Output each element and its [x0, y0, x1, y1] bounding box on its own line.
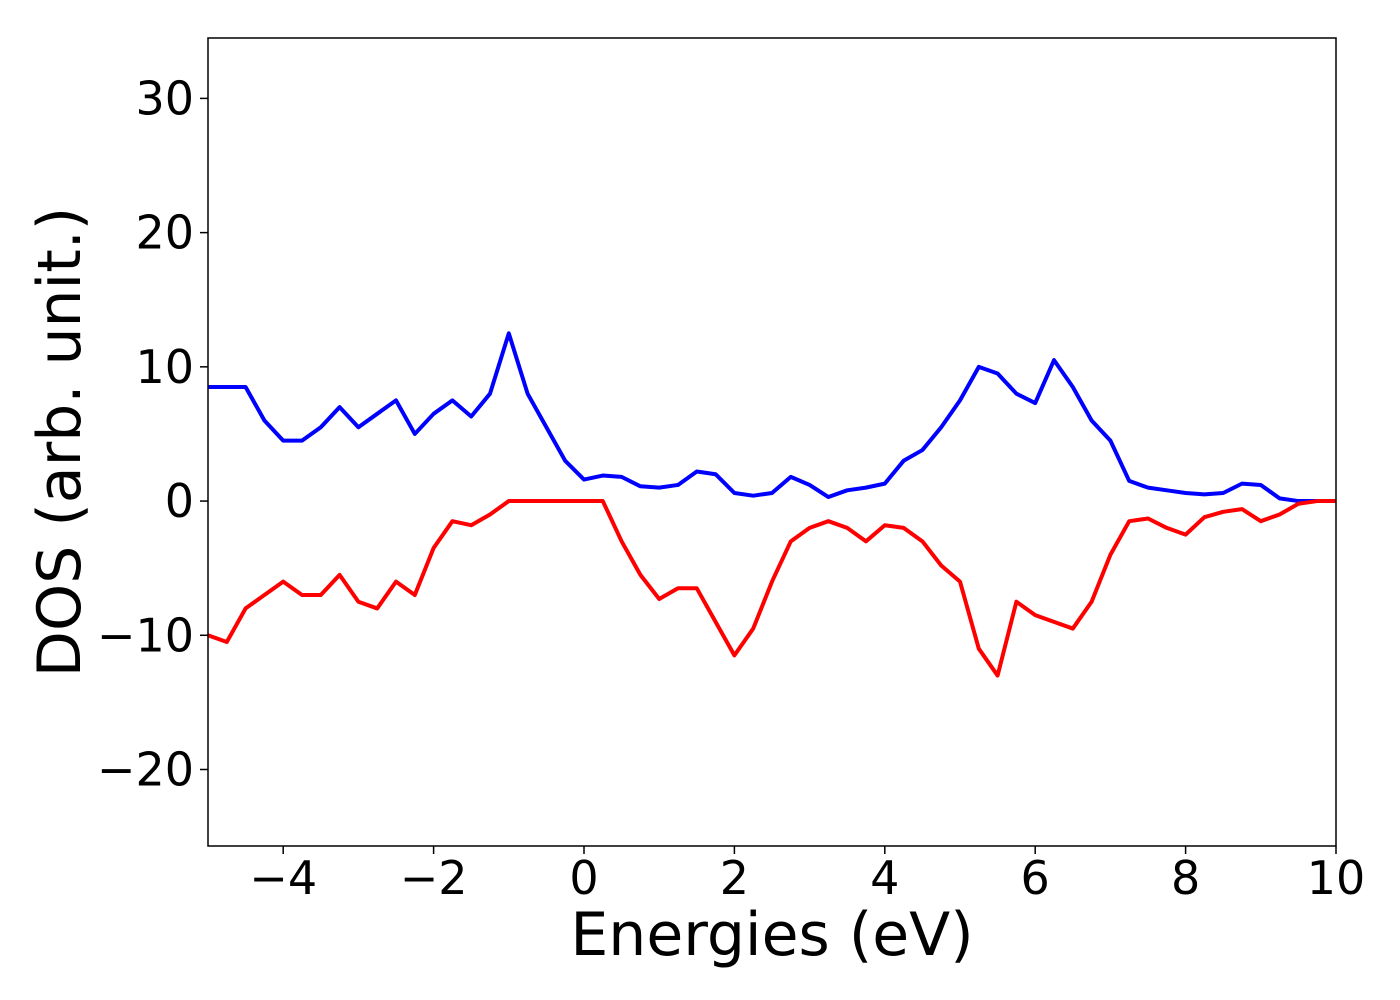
y-tick-label: 10 — [135, 340, 194, 394]
y-tick-label: −10 — [97, 608, 194, 662]
plot-frame — [207, 37, 1337, 847]
x-tick-label: 0 — [569, 851, 598, 905]
x-tick-label: −2 — [400, 851, 468, 905]
data-line — [208, 331, 1336, 504]
y-tick-label: 30 — [135, 71, 194, 125]
x-tick-label: 8 — [1171, 851, 1200, 905]
y-tick-label: −20 — [97, 742, 194, 796]
y-tick-label: 20 — [135, 206, 194, 260]
x-tick-label: 2 — [720, 851, 749, 905]
x-tick-label: 4 — [870, 851, 899, 905]
y-tick-label: 0 — [165, 474, 194, 528]
x-tick-label: 6 — [1021, 851, 1050, 905]
x-tick-label: 10 — [1307, 851, 1366, 905]
data-line — [207, 499, 1336, 678]
x-tick-label: −4 — [249, 851, 317, 905]
y-axis-label: DOS (arb. unit.) — [25, 207, 95, 677]
x-axis-label: Energies (eV) — [570, 900, 973, 970]
